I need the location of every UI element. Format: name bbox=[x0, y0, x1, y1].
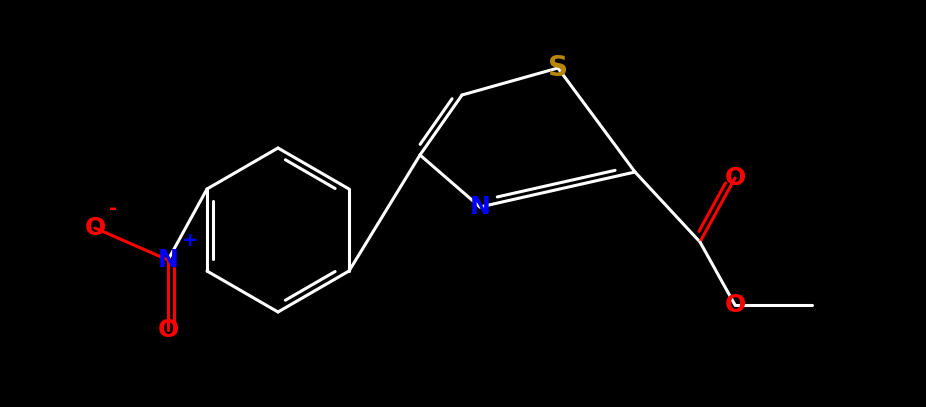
Text: S: S bbox=[548, 54, 568, 82]
Text: O: O bbox=[724, 166, 745, 190]
Text: O: O bbox=[157, 318, 179, 342]
Text: +: + bbox=[182, 231, 198, 250]
Text: O: O bbox=[724, 293, 745, 317]
Text: N: N bbox=[469, 195, 491, 219]
Text: -: - bbox=[109, 199, 117, 218]
Text: N: N bbox=[157, 248, 179, 272]
Text: O: O bbox=[84, 216, 106, 240]
